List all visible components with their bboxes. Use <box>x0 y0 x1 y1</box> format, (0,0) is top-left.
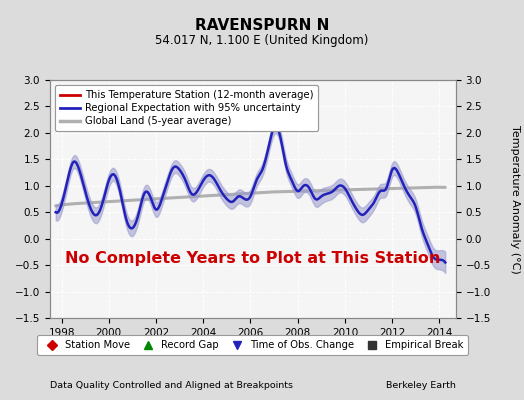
Text: Data Quality Controlled and Aligned at Breakpoints: Data Quality Controlled and Aligned at B… <box>50 382 293 390</box>
Y-axis label: Temperature Anomaly (°C): Temperature Anomaly (°C) <box>510 125 520 273</box>
Text: No Complete Years to Plot at This Station: No Complete Years to Plot at This Statio… <box>65 251 441 266</box>
Text: 54.017 N, 1.100 E (United Kingdom): 54.017 N, 1.100 E (United Kingdom) <box>155 34 369 47</box>
Text: Berkeley Earth: Berkeley Earth <box>386 382 456 390</box>
Legend: This Temperature Station (12-month average), Regional Expectation with 95% uncer: This Temperature Station (12-month avera… <box>55 85 318 131</box>
Text: RAVENSPURN N: RAVENSPURN N <box>195 18 329 33</box>
Legend: Station Move, Record Gap, Time of Obs. Change, Empirical Break: Station Move, Record Gap, Time of Obs. C… <box>37 335 468 355</box>
